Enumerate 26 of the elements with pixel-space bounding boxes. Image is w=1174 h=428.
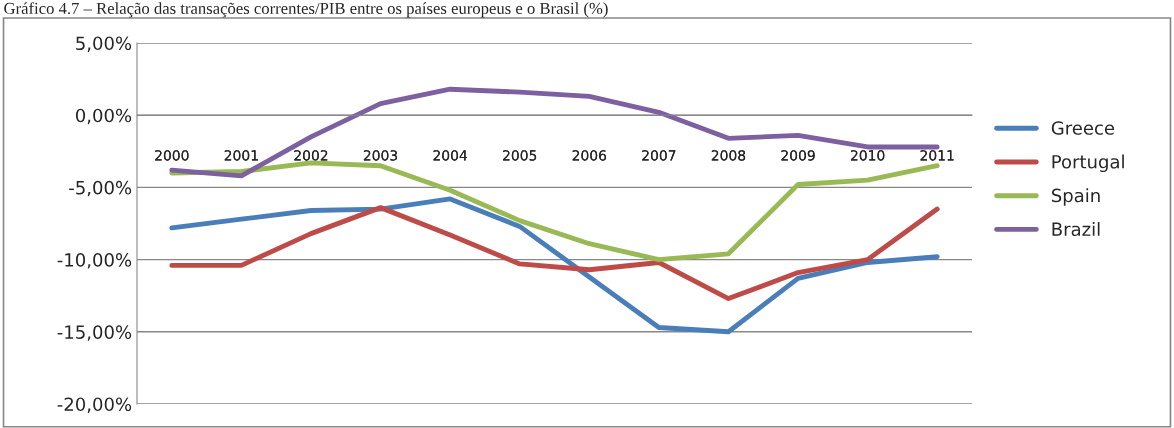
legend-label: Greece [1051, 121, 1115, 135]
x-tick-label: 2006 [572, 150, 607, 161]
line-series [169, 205, 940, 302]
legend-label: Spain [1051, 188, 1100, 206]
x-tick-label: 2005 [503, 150, 537, 161]
x-tick-label: 2000 [155, 150, 189, 161]
legend-label: Brazil [1052, 222, 1100, 237]
x-tick-label: 2004 [433, 150, 468, 161]
x-tick-label: 2002 [294, 150, 328, 161]
y-tick-label: -5,00% [69, 180, 132, 197]
x-tick-label: 2001 [224, 150, 258, 161]
y-tick-label: 0,00% [75, 108, 132, 125]
x-tick-label: 2003 [363, 150, 398, 161]
y-tick-label: -15,00% [57, 325, 132, 341]
y-tick-label: -10,00% [57, 253, 132, 269]
y-tick-label: -20,00% [57, 397, 132, 413]
line-series [169, 196, 940, 335]
x-tick-label: 2007 [642, 150, 676, 161]
x-tick-label: 2009 [781, 150, 815, 161]
legend-label: Portugal [1052, 154, 1124, 173]
chart-title: Gráfico 4.7 – Relação das transações correntes/PIB entre os países europeus e o Brasil (%) [4, 2, 608, 18]
y-tick-label: 5,00% [76, 36, 132, 52]
x-tick-label: 2008 [711, 150, 746, 161]
x-tick-label: 2011 [920, 150, 954, 161]
line-series [169, 160, 940, 263]
x-tick-label: 2010 [850, 150, 885, 161]
